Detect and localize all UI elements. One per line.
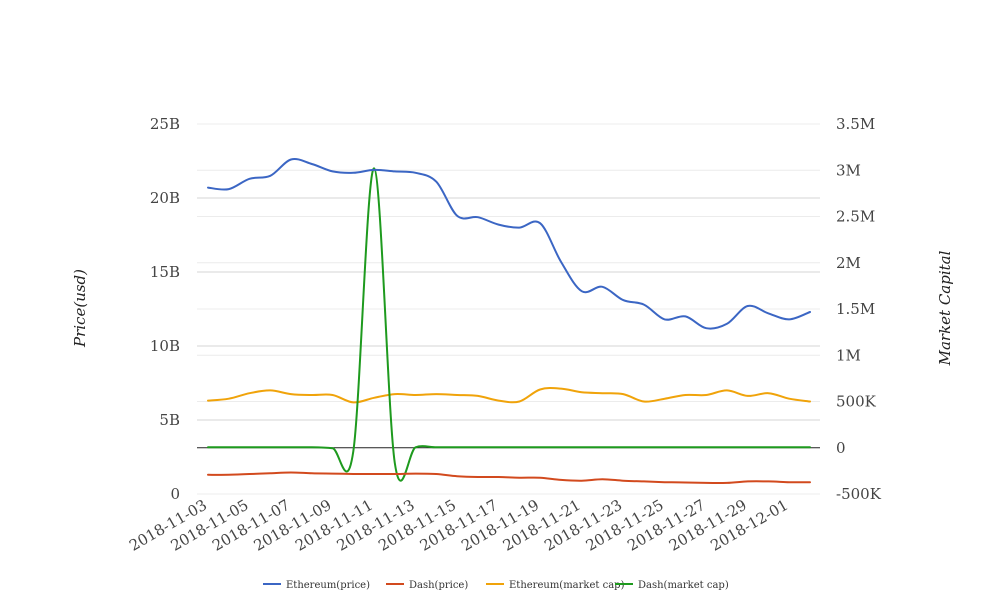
right-y-tick-label: -500K <box>836 485 882 503</box>
right-y-tick-label: 3M <box>836 161 861 179</box>
right-y-tick-label: 2.5M <box>836 208 875 226</box>
x-axis-ticks: 2018-11-032018-11-052018-11-072018-11-09… <box>126 496 791 555</box>
left-y-tick-label: 10B <box>150 337 180 355</box>
legend-item-dash-price[interactable]: Dash(price) <box>386 580 468 591</box>
left-y-tick-label: 20B <box>150 189 180 207</box>
right-y-tick-label: 1.5M <box>836 300 875 318</box>
series-line-ethereum-price <box>207 158 811 330</box>
left-y-tick-label: 25B <box>150 115 180 133</box>
left-y-axis-title: Price(usd) <box>71 269 89 348</box>
legend-label: Dash(market cap) <box>638 580 729 591</box>
legend-label: Ethereum(price) <box>286 580 370 591</box>
series-line-dash-market-cap <box>207 167 811 482</box>
legend-item-dash-market-cap[interactable]: Dash(market cap) <box>615 580 729 591</box>
legend-label: Ethereum(market cap) <box>509 580 625 591</box>
series-lines <box>207 158 811 485</box>
left-y-axis-ticks: 0 5B 10B 15B 20B 25B <box>150 115 180 503</box>
legend-item-ethereum-market-cap[interactable]: Ethereum(market cap) <box>486 580 625 591</box>
right-y-tick-label: 2M <box>836 254 861 272</box>
series-line-dash-price <box>207 471 811 485</box>
right-y-tick-label: 1M <box>836 346 861 364</box>
right-y-tick-label: 3.5M <box>836 115 875 133</box>
left-y-tick-label: 0 <box>170 485 180 503</box>
series-line-ethereum-market-cap <box>207 387 811 404</box>
right-y-tick-label: 0 <box>836 439 846 457</box>
legend: Ethereum(price) Dash(price) Ethereum(marke… <box>263 580 729 591</box>
legend-label: Dash(price) <box>409 580 468 591</box>
left-y-tick-label: 5B <box>159 411 180 429</box>
right-y-tick-label: 500K <box>836 393 877 411</box>
right-y-axis-ticks: -500K 0 500K 1M 1.5M 2M 2.5M 3M 3.5M <box>836 115 882 503</box>
left-y-tick-label: 15B <box>150 263 180 281</box>
right-y-axis-title: Market Capital <box>936 250 954 366</box>
legend-item-ethereum-price[interactable]: Ethereum(price) <box>263 580 370 591</box>
grid-lines <box>197 123 820 495</box>
